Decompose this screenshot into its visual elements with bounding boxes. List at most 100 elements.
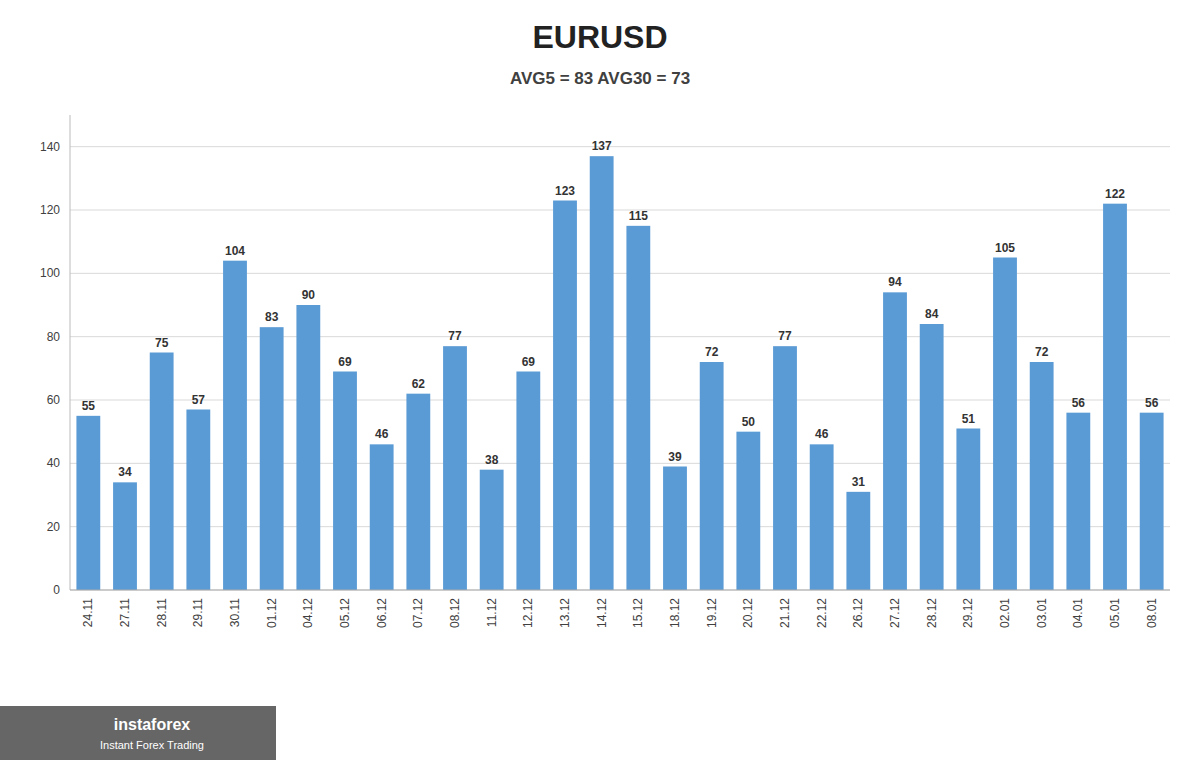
x-tick-label: 27.11 — [118, 598, 132, 627]
bar — [113, 482, 137, 590]
bar — [810, 444, 834, 590]
x-tick-label: 06.12 — [375, 598, 389, 628]
y-tick-label: 120 — [40, 203, 60, 217]
x-tick-label: 27.12 — [888, 598, 902, 628]
data-label: 62 — [412, 377, 426, 391]
bar — [956, 429, 980, 591]
data-label: 72 — [1035, 345, 1049, 359]
grid-line — [70, 210, 1170, 211]
x-tick-label: 26.12 — [851, 598, 865, 628]
grid-line — [70, 590, 1170, 591]
bar — [590, 156, 614, 590]
x-tick-label: 18.12 — [668, 598, 682, 628]
data-label: 56 — [1072, 396, 1086, 410]
bar — [260, 327, 284, 590]
x-tick-label: 15.12 — [631, 598, 645, 628]
bar — [223, 261, 247, 590]
data-labels: 5534755710483906946627738691231371153972… — [82, 139, 1159, 489]
data-label: 105 — [995, 241, 1015, 255]
x-tick-label: 11.12 — [485, 598, 499, 627]
logo-background — [0, 706, 276, 760]
data-label: 50 — [742, 415, 756, 429]
x-tick-label: 29.11 — [191, 598, 205, 627]
bar — [773, 346, 797, 590]
y-axis-line — [70, 115, 71, 590]
bars — [76, 156, 1163, 590]
x-tick-label: 04.01 — [1071, 598, 1085, 628]
data-label: 46 — [375, 427, 389, 441]
data-label: 34 — [118, 465, 132, 479]
x-tick-label: 05.01 — [1108, 598, 1122, 628]
data-label: 90 — [302, 288, 316, 302]
x-tick-label: 12.12 — [521, 598, 535, 628]
x-tick-label: 21.12 — [778, 598, 792, 628]
data-label: 104 — [225, 244, 245, 258]
x-tick-label: 08.12 — [448, 598, 462, 628]
subtitle: AVG5 = 83 AVG30 = 73 — [510, 69, 690, 88]
logo-badge: instaforex Instant Forex Trading — [0, 706, 276, 760]
data-label: 56 — [1145, 396, 1159, 410]
bar — [846, 492, 870, 590]
data-label: 46 — [815, 427, 829, 441]
x-tick-label: 29.12 — [961, 598, 975, 628]
data-label: 115 — [629, 209, 649, 223]
data-label: 51 — [962, 412, 976, 426]
y-tick-label: 0 — [53, 583, 60, 597]
bar — [186, 410, 210, 591]
data-label: 55 — [82, 399, 96, 413]
y-tick-label: 100 — [40, 266, 60, 280]
x-tick-label: 28.12 — [925, 598, 939, 628]
x-tick-label: 28.11 — [155, 598, 169, 627]
bar — [736, 432, 760, 590]
annotation: instaforex — [114, 716, 191, 733]
x-tick-label: 22.12 — [815, 598, 829, 628]
data-label: 137 — [592, 139, 612, 153]
annotation: Instant Forex Trading — [100, 739, 204, 751]
bar — [370, 444, 394, 590]
grid-line — [70, 146, 1170, 147]
x-tick-label: 08.01 — [1145, 598, 1159, 628]
x-tick-label: 05.12 — [338, 598, 352, 628]
data-label: 122 — [1105, 187, 1125, 201]
bar — [883, 292, 907, 590]
background — [0, 0, 1200, 760]
y-tick-label: 60 — [47, 393, 61, 407]
title: EURUSD — [532, 19, 667, 55]
x-tick-label: 20.12 — [741, 598, 755, 628]
y-tick-label: 20 — [47, 520, 61, 534]
data-label: 75 — [155, 336, 169, 350]
bar — [1030, 362, 1054, 590]
data-label: 77 — [778, 329, 792, 343]
y-tick-label: 140 — [40, 140, 60, 154]
data-label: 57 — [192, 393, 206, 407]
data-label: 123 — [555, 184, 575, 198]
x-tick-label: 01.12 — [265, 598, 279, 628]
x-tick-label: 30.11 — [228, 598, 242, 627]
data-label: 72 — [705, 345, 719, 359]
bar — [553, 201, 577, 591]
bar — [920, 324, 944, 590]
data-label: 69 — [338, 355, 352, 369]
bar — [516, 372, 540, 591]
y-tick-label: 80 — [47, 330, 61, 344]
data-label: 69 — [522, 355, 536, 369]
bar — [626, 226, 650, 590]
data-label: 84 — [925, 307, 939, 321]
bar — [1140, 413, 1164, 590]
bar — [1066, 413, 1090, 590]
bar — [1103, 204, 1127, 590]
x-tick-label: 24.11 — [81, 598, 95, 627]
bar — [700, 362, 724, 590]
x-tick-labels: 24.1127.1128.1129.1130.1101.1204.1205.12… — [81, 598, 1158, 628]
data-label: 39 — [668, 450, 682, 464]
bar — [76, 416, 100, 590]
x-tick-label: 13.12 — [558, 598, 572, 628]
chart-svg: EURUSD AVG5 = 83 AVG30 = 73 0 20 40 60 80 100 12… — [0, 0, 1200, 760]
x-axis-line — [70, 590, 1170, 591]
x-tick-label: 07.12 — [411, 598, 425, 628]
bar — [480, 470, 504, 590]
data-label: 77 — [448, 329, 462, 343]
data-label: 38 — [485, 453, 499, 467]
x-tick-label: 03.01 — [1035, 598, 1049, 628]
y-tick-label: 40 — [47, 456, 61, 470]
